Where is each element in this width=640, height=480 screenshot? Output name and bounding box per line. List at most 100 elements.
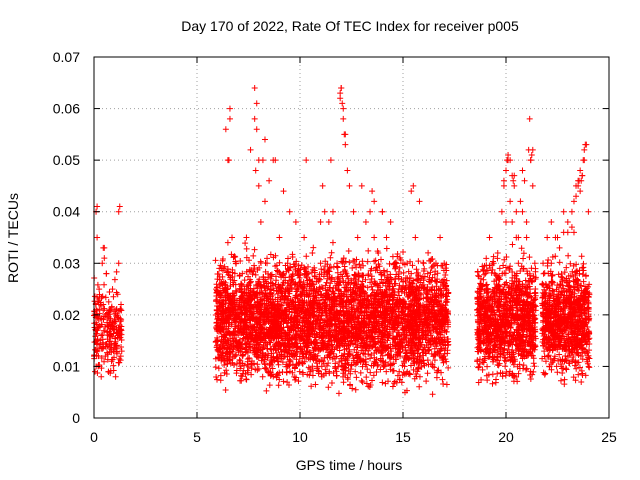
data-point [425,310,432,317]
data-point [408,362,415,369]
data-point [251,246,258,253]
data-point [118,307,125,314]
data-point [357,369,364,376]
data-point [233,370,240,377]
data-point [318,324,325,331]
data-point [246,343,253,350]
data-point [403,319,410,326]
data-point [233,360,240,367]
data-point [241,362,248,369]
data-point [435,286,442,293]
data-point [299,333,306,340]
data-point [381,292,388,299]
data-point [275,361,282,368]
data-point [408,354,415,361]
data-point [107,344,114,351]
data-point [287,357,294,364]
data-point [299,369,306,376]
data-point [396,282,403,289]
data-point [437,329,444,336]
data-point [371,258,378,265]
data-point [443,381,450,388]
data-point [390,260,397,267]
data-point [384,278,391,285]
data-point [301,264,308,271]
data-point [335,390,342,397]
data-point [267,286,274,293]
data-point [110,330,117,337]
data-point [266,382,273,389]
data-point [327,264,334,271]
data-point [364,338,371,345]
data-point [217,262,224,269]
data-point [431,345,438,352]
data-point [330,334,337,341]
data-point [378,314,385,321]
data-point [373,369,380,376]
data-point [311,264,318,271]
data-point [106,289,113,296]
data-point [378,256,385,263]
data-point [303,253,310,260]
data-point [359,379,366,386]
data-point [97,315,104,322]
data-point [370,372,377,379]
data-point [421,273,428,280]
data-point [288,316,295,323]
data-point [368,283,375,290]
data-point [292,351,299,358]
data-point [103,310,110,317]
data-point [325,291,332,298]
data-point [283,347,290,354]
data-point [363,380,370,387]
data-point [246,354,253,361]
data-point [242,340,249,347]
data-point [252,271,259,278]
data-point [403,350,410,357]
data-point [394,352,401,359]
data-point [331,290,338,297]
data-point [325,384,332,391]
data-point [379,358,386,365]
data-point [352,271,359,278]
data-point [342,357,349,364]
data-point [265,274,272,281]
data-point [336,347,343,354]
data-point [360,358,367,365]
data-point [92,346,99,353]
data-point [377,366,384,373]
data-point [330,370,337,377]
data-point [383,368,390,375]
data-point [415,365,422,372]
data-point [381,363,388,370]
data-point [323,279,330,286]
data-point [239,294,246,301]
data-point [407,289,414,296]
data-point [285,381,292,388]
data-point [267,251,274,258]
data-point [340,379,347,386]
data-point [431,324,438,331]
data-point [268,350,275,357]
data-point [439,325,446,332]
data-point [434,270,441,277]
data-point [96,322,103,329]
data-point [430,303,437,310]
data-point [345,247,352,254]
data-point [292,261,299,268]
data-point [443,328,450,335]
data-point [398,305,405,312]
data-point [373,264,380,271]
data-point [347,381,354,388]
data-point [219,273,226,280]
data-point [416,296,423,303]
data-point [232,287,239,294]
data-point [424,284,431,291]
data-point [293,258,300,265]
data-point [416,383,423,390]
data-point [282,306,289,313]
data-point [276,259,283,266]
data-point [218,279,225,286]
data-point [100,343,107,350]
data-point [394,333,401,340]
